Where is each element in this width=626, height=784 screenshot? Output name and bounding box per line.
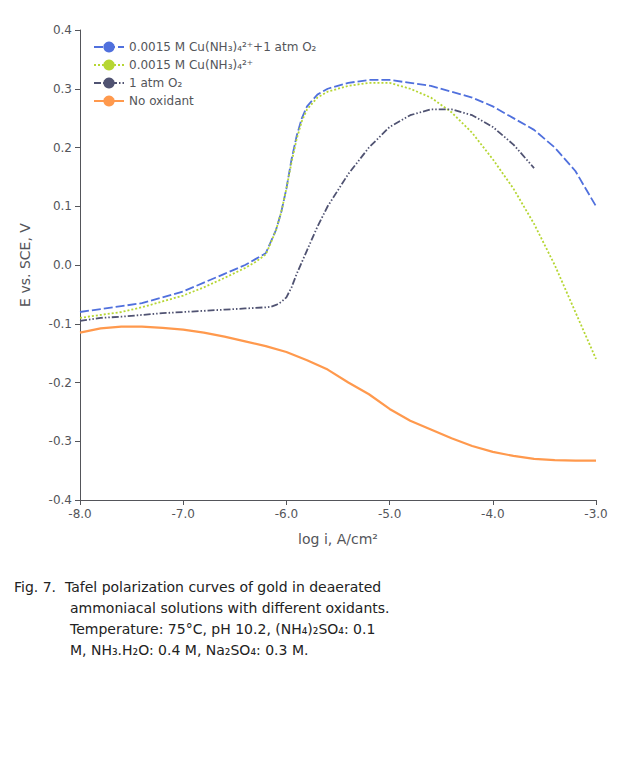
svg-text:0.2: 0.2: [53, 141, 72, 155]
svg-text:-8.0: -8.0: [68, 507, 91, 521]
svg-text:M, NH₃.H₂O: 0.4 M, Na₂SO₄: 0.3: M, NH₃.H₂O: 0.4 M, Na₂SO₄: 0.3 M.: [70, 642, 308, 658]
svg-text:-4.0: -4.0: [481, 507, 504, 521]
svg-text:-0.1: -0.1: [49, 317, 72, 331]
svg-text:1 atm O₂: 1 atm O₂: [129, 76, 182, 90]
svg-text:0.0015 M Cu(NH₃)₄²⁺: 0.0015 M Cu(NH₃)₄²⁺: [129, 58, 253, 72]
svg-text:-5.0: -5.0: [378, 507, 401, 521]
svg-text:0.4: 0.4: [53, 23, 72, 37]
svg-text:-6.0: -6.0: [275, 507, 298, 521]
svg-text:-0.2: -0.2: [49, 376, 72, 390]
svg-text:log i, A/cm²: log i, A/cm²: [298, 531, 378, 547]
svg-text:Fig. 7. Tafel polarization cu: Fig. 7. Tafel polarization curves of gol…: [14, 579, 381, 595]
svg-text:-7.0: -7.0: [171, 507, 194, 521]
svg-text:ammoniacal solutions with diff: ammoniacal solutions with different oxid…: [70, 600, 390, 616]
svg-text:-3.0: -3.0: [584, 507, 607, 521]
svg-text:-0.4: -0.4: [49, 493, 72, 507]
svg-text:0.0: 0.0: [53, 258, 72, 272]
svg-text:0.3: 0.3: [53, 82, 72, 96]
svg-text:E vs. SCE, V: E vs. SCE, V: [17, 223, 33, 307]
svg-text:Temperature: 75°C, pH 10.2, (N: Temperature: 75°C, pH 10.2, (NH₄)₂SO₄: 0…: [69, 621, 375, 637]
svg-text:No oxidant: No oxidant: [129, 94, 194, 108]
svg-text:-0.3: -0.3: [49, 434, 72, 448]
svg-text:0.0015 M Cu(NH₃)₄²⁺+1 atm O₂: 0.0015 M Cu(NH₃)₄²⁺+1 atm O₂: [129, 40, 317, 54]
svg-text:0.1: 0.1: [53, 199, 72, 213]
